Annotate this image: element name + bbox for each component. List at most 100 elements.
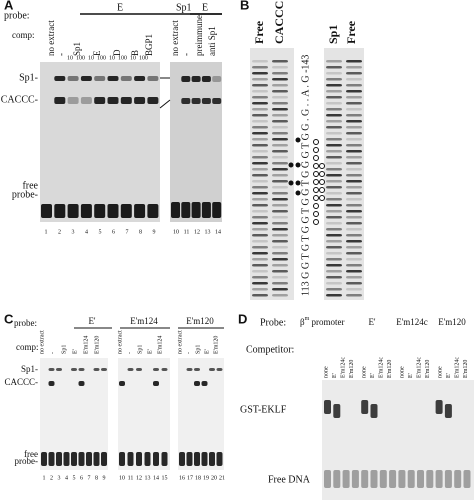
lane-number: 7 — [126, 229, 129, 235]
lane-number: 13 — [145, 475, 151, 481]
hypersensitive-dot — [319, 179, 325, 185]
probe-name: E' — [368, 317, 375, 327]
lane-label: Sp1 — [195, 345, 201, 354]
probe-name: E — [117, 2, 123, 13]
band-label: GST-EKLF — [240, 404, 287, 415]
lane-label: - — [50, 352, 56, 354]
lane-label: E — [92, 50, 102, 56]
lane-number: 12 — [136, 475, 142, 481]
band — [86, 452, 92, 466]
band — [272, 288, 288, 291]
band — [127, 452, 134, 466]
band — [181, 98, 191, 104]
band — [94, 97, 106, 104]
band — [252, 264, 268, 267]
competitor-label: Competitor: — [246, 344, 294, 355]
band — [252, 192, 268, 195]
band — [94, 204, 106, 218]
lane-number: 18 — [195, 475, 201, 481]
band — [147, 204, 159, 218]
band — [272, 144, 288, 147]
lane-label: E'm120 — [463, 360, 469, 378]
hypersensitive-dot — [313, 179, 319, 185]
lane-number: 17 — [187, 475, 193, 481]
lane-label: - — [56, 53, 66, 56]
band — [326, 150, 342, 153]
hypersensitive-dot — [319, 171, 325, 177]
gel-c3 — [178, 358, 224, 470]
lane-number: 4 — [65, 475, 68, 481]
band — [435, 470, 443, 488]
band — [93, 452, 100, 466]
lane-number: 9 — [103, 475, 106, 481]
band — [67, 76, 79, 81]
panel-label: C — [4, 311, 14, 326]
band — [120, 76, 132, 81]
lane-number: 11 — [128, 475, 134, 481]
gel-c2 — [118, 358, 170, 470]
band — [78, 381, 85, 386]
band — [346, 186, 362, 189]
band — [346, 294, 362, 297]
band — [252, 228, 268, 231]
comp-label: comp: — [12, 30, 35, 40]
lane-header: Sp1 — [326, 25, 340, 44]
band — [272, 252, 288, 255]
gel-d — [322, 380, 474, 500]
probe-name: promoter — [309, 317, 344, 327]
protection-dot — [288, 180, 294, 186]
band — [326, 204, 342, 207]
lane-label: E'm124c — [454, 357, 460, 378]
lane-number: 11 — [184, 229, 190, 235]
band — [346, 144, 362, 147]
lane-label: E'm120 — [425, 360, 431, 378]
band — [120, 97, 132, 104]
band — [107, 76, 119, 81]
probe-label: Probe: — [260, 317, 286, 328]
band — [326, 126, 342, 129]
band — [326, 222, 342, 225]
lane-label: E' — [332, 373, 338, 378]
lane-number: 2 — [58, 229, 61, 235]
lane-label: Sp1 — [137, 345, 143, 354]
band — [78, 452, 85, 466]
band — [346, 138, 362, 141]
band — [252, 138, 268, 141]
band — [107, 204, 119, 218]
lane-number: 3 — [72, 229, 75, 235]
band — [370, 470, 378, 488]
lane-label: - — [181, 53, 191, 56]
band — [346, 72, 362, 75]
lane-number: 2 — [50, 475, 53, 481]
band — [212, 202, 222, 218]
lane-label: E' — [370, 373, 376, 378]
lane-number: 13 — [205, 229, 211, 235]
band — [252, 162, 268, 165]
band — [134, 204, 146, 218]
probe-name: E' — [88, 316, 95, 326]
band — [444, 470, 452, 488]
band — [252, 174, 268, 177]
band — [346, 252, 362, 255]
lane-number: 12 — [194, 229, 200, 235]
band — [326, 192, 342, 195]
band — [186, 368, 193, 371]
band — [272, 234, 288, 237]
band — [326, 102, 342, 105]
lane-label: E'm120 — [387, 360, 393, 378]
lane-number: 6 — [80, 475, 83, 481]
lane-number: 16 — [179, 475, 185, 481]
panel-label: B — [240, 0, 249, 12]
band — [252, 204, 268, 207]
band — [272, 264, 288, 267]
band — [326, 246, 342, 249]
band — [252, 120, 268, 123]
lane-number: 1 — [43, 475, 46, 481]
band — [326, 66, 342, 69]
band-label: probe- — [12, 189, 38, 200]
gel-c1 — [40, 358, 108, 470]
probe-name: E — [202, 2, 208, 13]
band — [134, 76, 146, 81]
band — [326, 168, 342, 171]
band — [326, 264, 342, 267]
